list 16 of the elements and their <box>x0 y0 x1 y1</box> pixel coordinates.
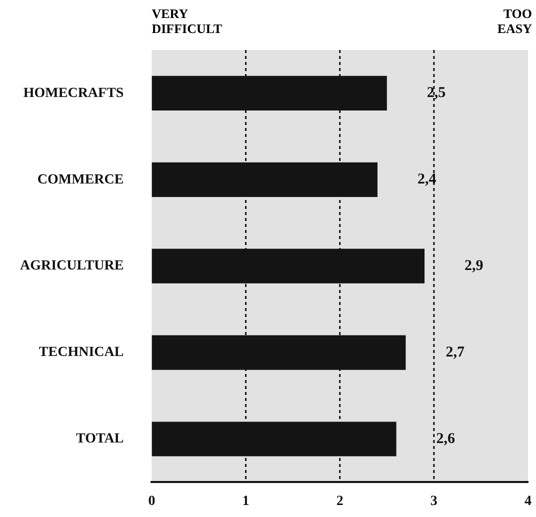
x-tick-label: 1 <box>242 494 250 510</box>
x-tick-label: 4 <box>524 494 532 510</box>
x-tick-label: 2 <box>336 494 344 510</box>
data-label: 2,5 <box>426 85 446 102</box>
data-label: 2,7 <box>446 344 465 360</box>
y-tick-label: HOMECRAFTS <box>23 86 124 101</box>
data-label: 2,9 <box>464 258 484 274</box>
y-tick-label: TOTAL <box>76 432 124 447</box>
x-tick-label: 0 <box>148 494 156 510</box>
data-label: 2,6 <box>436 430 456 447</box>
y-tick-label: TECHNICAL <box>38 345 124 360</box>
x-tick-label: 3 <box>430 494 438 510</box>
y-tick-label: AGRICULTURE <box>20 258 124 274</box>
text: TOO EASY <box>496 6 532 36</box>
text: VERY DIFFICULT <box>152 6 224 36</box>
y-tick-label: COMMERCE <box>37 172 124 188</box>
